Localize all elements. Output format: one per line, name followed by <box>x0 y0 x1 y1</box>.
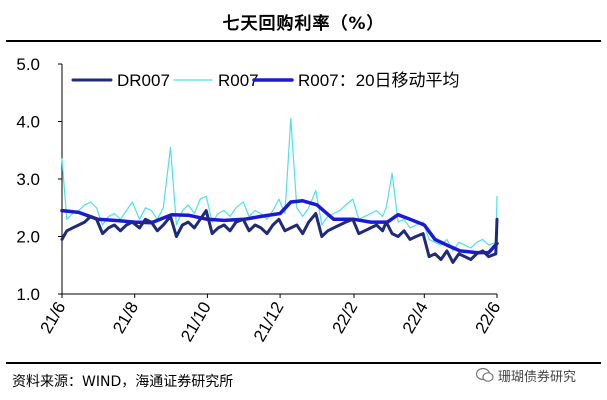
legend-label-1: R007 <box>218 71 259 90</box>
chart-title: 七天回购利率（%） <box>222 14 385 34</box>
source-note: 资料来源：WIND，海通证券研究所 <box>12 374 234 390</box>
chat-bubble-icon <box>476 367 494 382</box>
x-tick-label: 21/8 <box>109 299 142 337</box>
series-line-0 <box>60 209 499 264</box>
watermark-text: 珊瑚债券研究 <box>498 369 577 385</box>
y-tick-label: 3.0 <box>16 170 40 189</box>
footer-rule <box>6 362 601 364</box>
x-tick-label: 22/4 <box>399 299 432 337</box>
x-tick-label: 21/6 <box>36 299 69 337</box>
watermark: 珊瑚债券研究 <box>476 364 576 386</box>
x-tick-label: 22/2 <box>328 299 361 337</box>
x-tick-label: 22/6 <box>471 299 504 337</box>
y-tick-label: 5.0 <box>16 55 40 74</box>
title-rule <box>6 40 601 42</box>
series-line-1 <box>61 117 498 252</box>
x-tick-label: 21/12 <box>250 299 288 345</box>
legend-label-2: R007：20日移动平均 <box>298 71 460 90</box>
legend-label-0: DR007 <box>117 71 170 90</box>
series-line-2 <box>60 199 499 255</box>
y-tick-label: 4.0 <box>16 113 40 132</box>
x-tick-label: 21/10 <box>177 299 215 345</box>
y-tick-label: 1.0 <box>16 285 40 304</box>
y-tick-label: 2.0 <box>16 228 40 247</box>
